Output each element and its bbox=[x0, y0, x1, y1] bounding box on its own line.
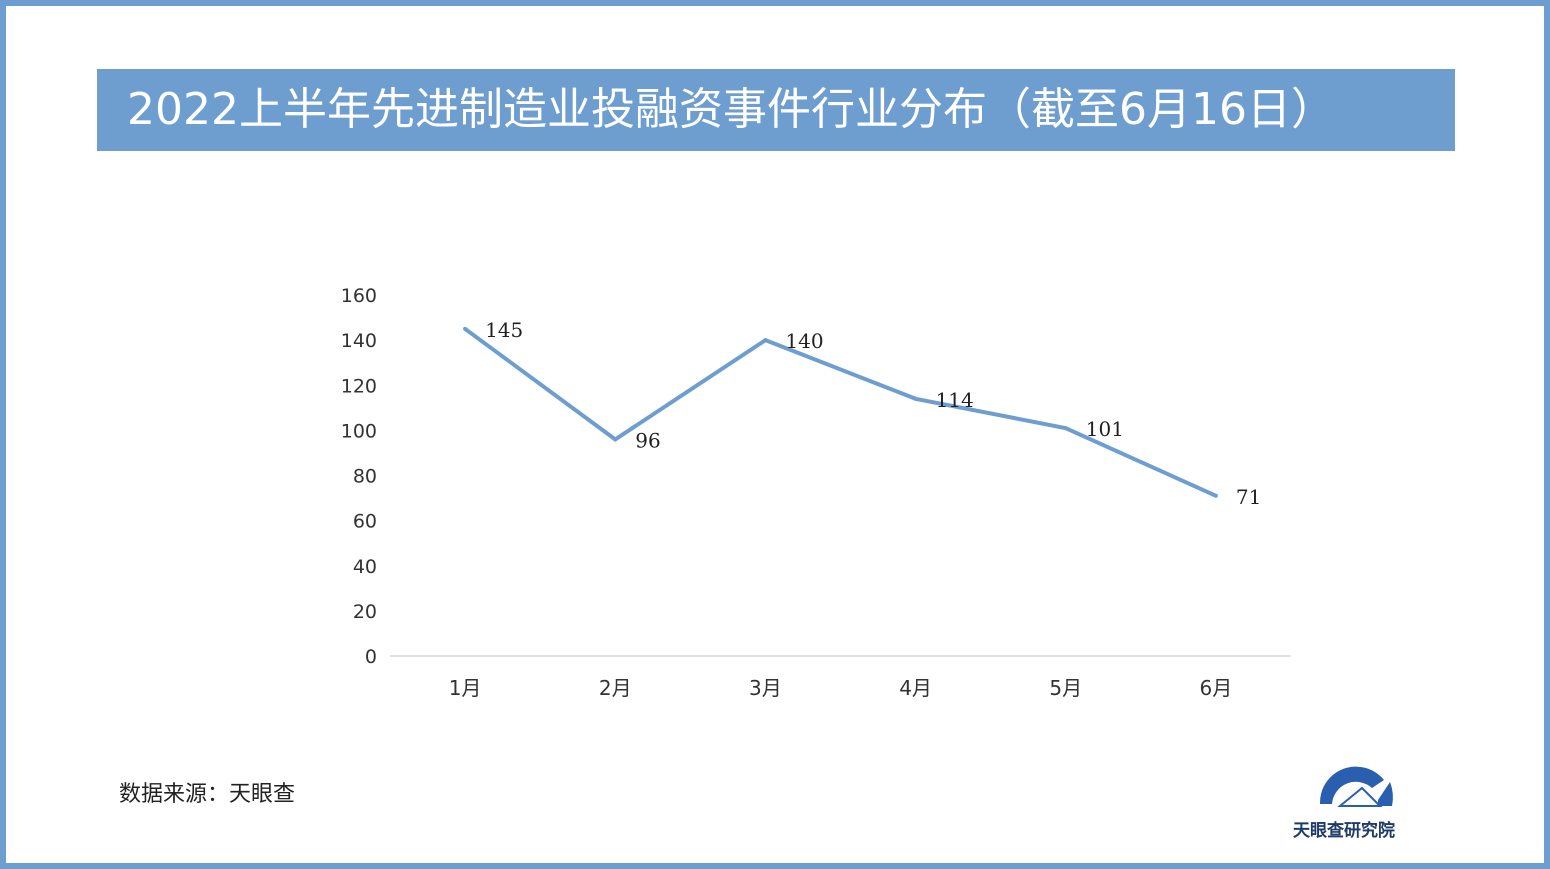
y-tick-label: 20 bbox=[353, 601, 377, 623]
data-label: 140 bbox=[785, 329, 823, 353]
tianyancha-logo-icon bbox=[1319, 766, 1393, 807]
data-point bbox=[1213, 493, 1218, 498]
data-label: 145 bbox=[485, 318, 523, 342]
data-point bbox=[463, 326, 468, 331]
data-point bbox=[1063, 426, 1068, 431]
data-source-note: 数据来源：天眼查 bbox=[119, 782, 296, 807]
data-label: 101 bbox=[1086, 417, 1124, 441]
y-tick-label: 0 bbox=[365, 646, 377, 668]
logo-text: 天眼查研究院 bbox=[1293, 821, 1395, 841]
y-tick-label: 140 bbox=[341, 330, 377, 352]
series-line bbox=[463, 327, 1217, 498]
x-tick-label: 2月 bbox=[599, 676, 632, 700]
data-label: 96 bbox=[635, 428, 660, 452]
data-label: 71 bbox=[1236, 485, 1261, 509]
x-tick-label: 4月 bbox=[899, 676, 932, 700]
y-tick-label: 160 bbox=[341, 285, 377, 307]
data-point bbox=[763, 338, 768, 343]
data-label: 114 bbox=[936, 388, 974, 412]
data-point bbox=[613, 437, 618, 442]
x-tick-label: 5月 bbox=[1049, 676, 1082, 700]
y-tick-label: 80 bbox=[353, 466, 377, 488]
chart-title: 2022上半年先进制造业投融资事件行业分布（截至6月16日） bbox=[97, 69, 1455, 151]
y-tick-label: 60 bbox=[353, 511, 377, 533]
y-tick-label: 100 bbox=[341, 420, 377, 442]
x-tick-label: 1月 bbox=[449, 676, 482, 700]
data-point bbox=[913, 396, 918, 401]
x-tick-label: 6月 bbox=[1200, 676, 1233, 700]
y-tick-label: 40 bbox=[353, 556, 377, 578]
x-tick-label: 3月 bbox=[749, 676, 782, 700]
y-tick-label: 120 bbox=[341, 375, 377, 397]
